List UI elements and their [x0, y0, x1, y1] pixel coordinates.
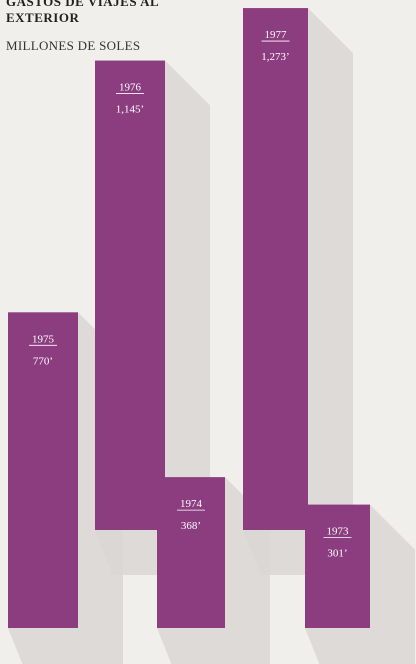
chart-title: GASTOS DE VIAJES AL EXTERIOR	[6, 0, 159, 25]
bar-value-label: 770’	[33, 355, 53, 367]
bar-category-label: 1976	[119, 82, 142, 94]
bar	[157, 477, 225, 628]
bar-value-label: 301’	[327, 548, 347, 560]
bar-category-label: 1977	[265, 29, 288, 41]
chart-subtitle: MILLONES DE SOLES	[6, 38, 141, 53]
bar	[8, 312, 78, 628]
bar-category-label: 1975	[32, 333, 55, 345]
bar-category-label: 1973	[327, 526, 350, 538]
bar	[243, 8, 308, 530]
bar-category-label: 1974	[180, 498, 203, 510]
bar-value-label: 368’	[181, 520, 201, 532]
bar	[95, 60, 165, 531]
bar-value-label: 1,145’	[116, 104, 144, 116]
bar-value-label: 1,273’	[261, 51, 289, 63]
bar	[305, 504, 370, 628]
